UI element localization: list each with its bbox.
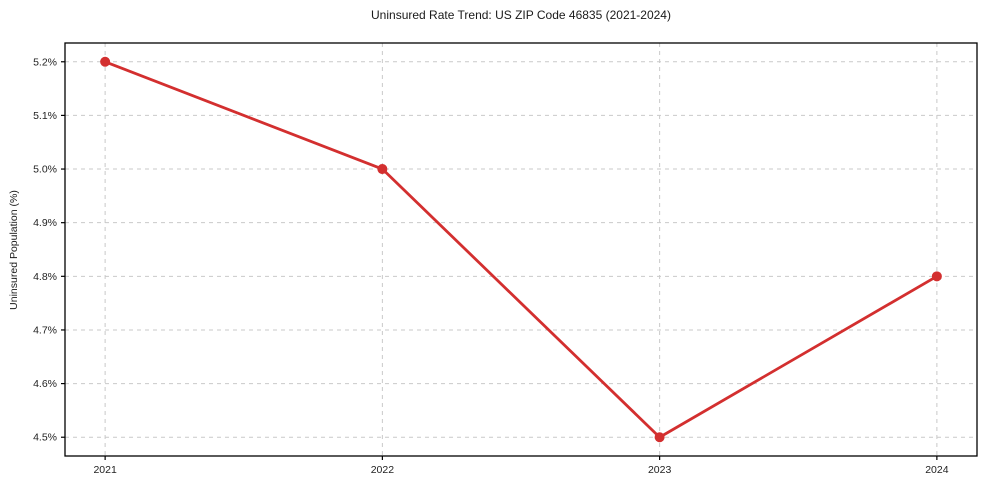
y-tick-label: 5.1% [33,110,57,122]
y-tick-label: 4.9% [33,217,57,229]
x-tick-label: 2022 [371,464,395,476]
y-tick-label: 4.5% [33,432,57,444]
y-tick-label: 5.0% [33,164,57,176]
y-axis-label: Uninsured Population (%) [8,190,20,310]
y-tick-label: 4.8% [33,271,57,283]
data-point-marker [931,271,942,282]
axes-spines [64,42,978,457]
y-tick-label: 4.6% [33,378,57,390]
y-tick-label: 4.7% [33,324,57,336]
x-tick-label: 2021 [93,464,117,476]
data-point-marker [377,164,388,175]
data-point-marker [100,56,111,67]
data-line [103,60,939,439]
y-tick-label: 5.2% [33,56,57,68]
x-tick-label: 2023 [648,464,672,476]
chart-title: Uninsured Rate Trend: US ZIP Code 46835 … [371,8,671,22]
x-tick-label: 2024 [925,464,949,476]
data-point-marker [654,432,665,443]
